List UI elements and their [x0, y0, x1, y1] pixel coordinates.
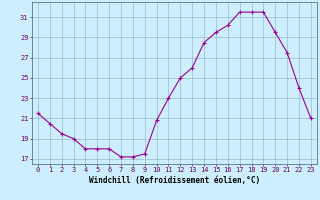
X-axis label: Windchill (Refroidissement éolien,°C): Windchill (Refroidissement éolien,°C) [89, 176, 260, 185]
